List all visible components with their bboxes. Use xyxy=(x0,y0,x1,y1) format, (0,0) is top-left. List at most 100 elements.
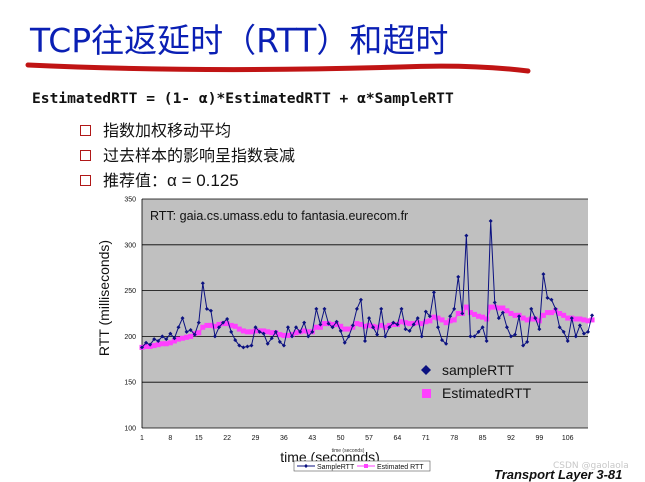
sample-rtt-point xyxy=(492,300,497,305)
sample-rtt-point xyxy=(176,325,181,330)
sample-rtt-point xyxy=(525,339,530,344)
estimated-rtt-point xyxy=(451,317,457,323)
outer-legend-marker-estimated xyxy=(364,464,368,468)
sample-rtt-point xyxy=(431,290,436,295)
sample-rtt-point xyxy=(452,306,457,311)
sample-rtt-point xyxy=(573,334,578,339)
legend-label-estimated: EstimatedRTT xyxy=(442,385,532,401)
estimated-rtt-point xyxy=(358,321,364,327)
legend-marker-estimated xyxy=(422,389,431,398)
estimated-rtt-point xyxy=(443,320,449,326)
sample-rtt-point xyxy=(140,345,144,350)
x-tick-label: 8 xyxy=(168,435,172,442)
sample-rtt-point xyxy=(513,332,518,337)
estimated-rtt-point xyxy=(163,341,169,347)
outer-legend: SampleRTT Estimated RTT xyxy=(293,460,431,472)
sample-rtt-point xyxy=(306,334,311,339)
sample-rtt-point xyxy=(448,314,453,319)
sample-rtt-point xyxy=(367,316,372,321)
sample-rtt-point xyxy=(221,320,226,325)
sample-rtt-point xyxy=(253,325,258,330)
sample-rtt-point xyxy=(508,334,513,339)
sample-rtt-point xyxy=(460,311,465,316)
estimated-rtt-point xyxy=(346,326,352,332)
estimated-rtt-point xyxy=(439,317,445,323)
estimated-rtt-point xyxy=(455,311,461,316)
sample-rtt-point xyxy=(338,328,343,333)
legend-marker-sample xyxy=(421,365,431,375)
estimated-rtt-point xyxy=(378,322,384,328)
bullet-text: 推荐值： xyxy=(103,171,168,190)
x-tick-label: 64 xyxy=(394,435,402,442)
estimated-rtt-point xyxy=(281,332,287,338)
estimated-rtt-point xyxy=(342,326,348,332)
y-tick-label: 300 xyxy=(124,242,136,249)
sample-rtt-point xyxy=(354,306,359,311)
sample-rtt-point xyxy=(314,306,319,311)
estimated-rtt-point xyxy=(248,329,254,335)
estimated-rtt-point xyxy=(253,328,259,334)
sample-rtt-point xyxy=(204,306,209,311)
sample-rtt-point xyxy=(233,338,238,343)
sample-rtt-point xyxy=(265,341,270,346)
estimated-rtt-point xyxy=(540,312,546,318)
estimated-rtt-point xyxy=(180,335,186,341)
sample-rtt-point xyxy=(545,295,550,300)
estimated-rtt-point xyxy=(188,333,194,339)
sample-rtt-point xyxy=(549,297,554,302)
estimated-rtt-point xyxy=(403,320,409,326)
sample-rtt-point xyxy=(160,334,165,339)
estimated-rtt-point xyxy=(508,311,514,316)
sample-rtt-point xyxy=(261,331,266,336)
estimated-rtt-point xyxy=(431,314,437,320)
sample-rtt-point xyxy=(484,338,489,343)
sample-rtt-point xyxy=(350,323,355,328)
estimated-rtt-point xyxy=(317,324,323,330)
sample-rtt-point xyxy=(164,337,169,342)
sample-rtt-point xyxy=(419,334,424,339)
sample-rtt-point xyxy=(290,334,295,339)
bullet-item: 指数加权移动平均 xyxy=(80,118,295,143)
sample-rtt-point xyxy=(423,309,428,314)
estimated-rtt-point xyxy=(382,324,388,330)
sample-rtt-point xyxy=(310,329,315,334)
y-tick-labels: 100 150 200 250 300 350 xyxy=(124,197,136,433)
outer-legend-label-estimated: Estimated RTT xyxy=(377,464,424,471)
estimated-rtt-point xyxy=(159,341,165,347)
sample-rtt-point xyxy=(415,316,420,321)
x-tick-label: 92 xyxy=(507,435,515,442)
estimated-rtt-point xyxy=(155,342,161,348)
sample-rtt-point xyxy=(480,325,485,330)
sample-rtt-point xyxy=(375,332,380,337)
sample-rtt-point xyxy=(581,331,586,336)
estimated-rtt-point xyxy=(415,320,421,326)
sample-rtt-point xyxy=(411,322,416,327)
chart-title: RTT: gaia.cs.umass.edu to fantasia.eurec… xyxy=(150,209,408,223)
sample-rtt-point xyxy=(184,329,189,334)
sample-rtt-point xyxy=(168,331,173,336)
estimated-rtt-point xyxy=(212,323,218,329)
estimated-rtt-point xyxy=(366,322,372,328)
square-bullet-icon xyxy=(80,125,91,136)
sample-rtt-point xyxy=(387,325,392,330)
sample-rtt-point xyxy=(533,316,538,321)
sample-rtt-point xyxy=(569,316,574,321)
bullet-text: 指数加权移动平均 xyxy=(103,121,232,140)
estimated-rtt-point xyxy=(265,329,271,335)
estimated-rtt-point xyxy=(447,318,453,324)
sample-rtt-point xyxy=(444,341,449,346)
estimated-rtt-point xyxy=(293,330,299,336)
bullet-text: 过去样本的影响呈指数衰减 xyxy=(103,146,296,165)
sample-rtt-point xyxy=(334,319,339,324)
sample-rtt-point xyxy=(217,325,222,330)
sample-rtt-point xyxy=(468,334,473,339)
estimated-rtt-point xyxy=(232,323,238,329)
legend-label-sample: sampleRTT xyxy=(442,362,515,378)
sample-rtt-point xyxy=(537,327,542,332)
estimated-rtt-point xyxy=(305,329,311,335)
sample-rtt-point xyxy=(192,332,197,337)
estimated-rtt-point xyxy=(419,321,425,327)
sample-rtt-point xyxy=(285,325,290,330)
sample-rtt-point xyxy=(565,338,570,343)
